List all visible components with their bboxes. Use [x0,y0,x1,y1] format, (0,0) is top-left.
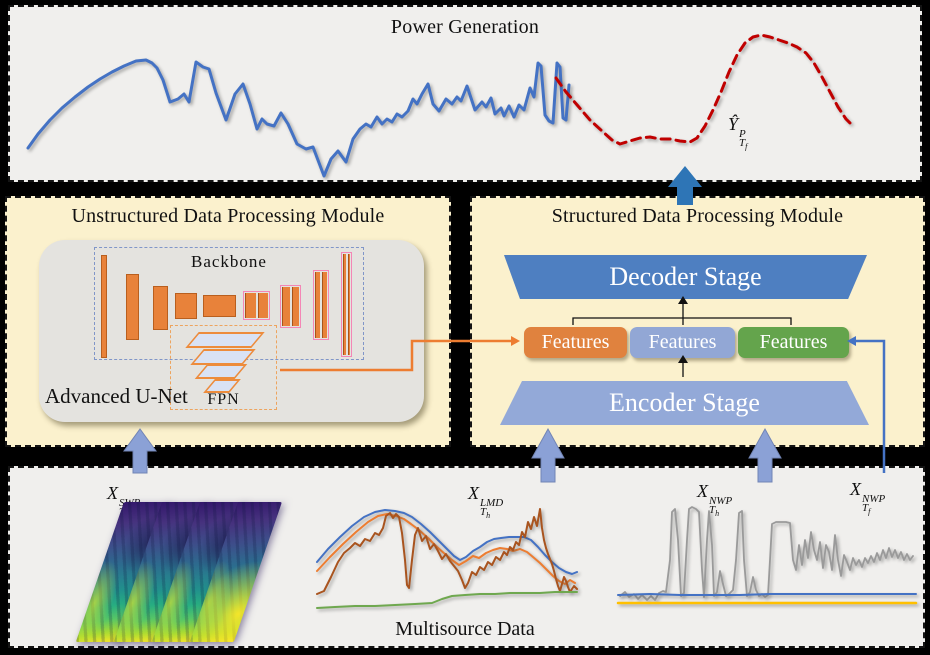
forecast-output-label: Ŷ P Tf [728,114,748,151]
decoder-stage: Decoder Stage [504,255,867,299]
unet-bar [175,293,197,319]
fpn-label: FPN [207,391,240,408]
power-panel-title: Power Generation [390,16,540,38]
nwp-hist-input-label: X NWP Th [697,481,733,518]
features-box-nwp-future: Features [738,327,849,358]
multisource-caption: Multisource Data [395,618,535,640]
unet-bar-group [243,291,270,320]
structured-module-panel: Structured Data Processing Module Decode… [470,196,925,447]
unstructured-module-title: Unstructured Data Processing Module [71,205,385,227]
unet-bar [126,274,139,340]
unet-bar [101,255,107,358]
features-box-encoder: Features [630,327,735,358]
backbone-label: Backbone [191,252,267,271]
features-box-unstructured: Features [524,327,627,358]
fpn-level [185,332,265,348]
lmd-input-label: X LMD Th [468,483,504,520]
unstructured-module-panel: Unstructured Data Processing Module Back… [5,196,451,447]
unet-bar-group [313,270,329,340]
unet-bar [203,295,236,317]
structured-module-title: Structured Data Processing Module [551,205,844,227]
advanced-unet-label: Advanced U-Net [45,384,188,408]
unet-bar-group [341,252,352,357]
power-generation-panel: Power Generation Ŷ P Tf [8,5,922,182]
fpn-region [170,325,277,410]
unet-bar [153,286,168,330]
unet-bar-group [280,285,301,328]
nwp-future-input-label: X NWP Tf [850,479,886,516]
encoder-stage: Encoder Stage [500,381,869,425]
